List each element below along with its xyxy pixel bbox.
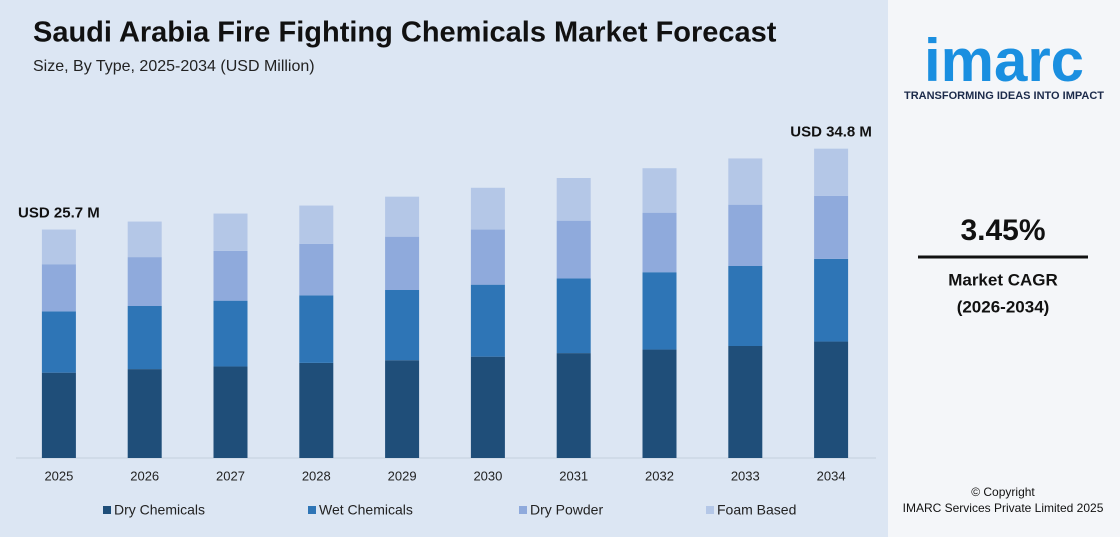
x-tick-label: 2026 (130, 468, 159, 483)
x-tick-label: 2029 (388, 468, 417, 483)
bar-segment (728, 266, 763, 346)
chart-title: Saudi Arabia Fire Fighting Chemicals Mar… (33, 17, 777, 49)
bar-segment (213, 366, 248, 458)
sidebar-background (888, 0, 1120, 537)
bar-segment (814, 148, 849, 196)
tagline: TRANSFORMING IDEAS INTO IMPACT (904, 90, 1104, 102)
bar-segment (556, 353, 591, 458)
x-tick-label: 2025 (44, 468, 73, 483)
cagr-label: Market CAGR (948, 270, 1058, 289)
x-tick-label: 2027 (216, 468, 245, 483)
legend-label: Dry Powder (530, 502, 603, 518)
bar-segment (41, 229, 76, 265)
cagr-period: (2026-2034) (957, 297, 1050, 316)
bar-segment (728, 204, 763, 266)
bar-segment (642, 272, 677, 350)
bar-segment (470, 284, 505, 357)
total-annotation: USD 34.8 M (790, 124, 872, 141)
bar-segment (728, 158, 763, 205)
bar-segment (814, 341, 849, 458)
bar-segment (213, 300, 248, 367)
bar-segment (642, 168, 677, 213)
bar-segment (556, 278, 591, 354)
legend-swatch (706, 506, 714, 514)
bar-segment (385, 360, 420, 458)
chart-subtitle: Size, By Type, 2025-2034 (USD Million) (33, 58, 315, 75)
bar-segment (385, 290, 420, 361)
bar-segment (814, 195, 849, 259)
bar-segment (127, 369, 162, 458)
bar-segment (470, 229, 505, 285)
bar-segment (470, 187, 505, 230)
x-tick-label: 2032 (645, 468, 674, 483)
bar-segment (385, 196, 420, 237)
x-tick-label: 2028 (302, 468, 331, 483)
legend-swatch (308, 506, 316, 514)
bar-segment (41, 311, 76, 373)
bar-segment (213, 250, 248, 301)
company: IMARC Services Private Limited 2025 (903, 501, 1104, 515)
x-tick-label: 2033 (731, 468, 760, 483)
bar-segment (127, 221, 162, 258)
bar-segment (642, 212, 677, 273)
bar-segment (299, 243, 334, 296)
bar-segment (299, 362, 334, 458)
bar-segment (127, 257, 162, 306)
bar-segment (728, 346, 763, 458)
cagr-value: 3.45% (960, 214, 1045, 247)
x-tick-label: 2030 (473, 468, 502, 483)
total-annotation: USD 25.7 M (18, 205, 100, 222)
bar-segment (41, 372, 76, 458)
bar-segment (470, 356, 505, 458)
legend-swatch (519, 506, 527, 514)
copyright: © Copyright (971, 485, 1035, 499)
bar-segment (642, 349, 677, 458)
x-tick-label: 2034 (817, 468, 846, 483)
x-tick-label: 2031 (559, 468, 588, 483)
legend-swatch (103, 506, 111, 514)
legend-label: Wet Chemicals (319, 502, 413, 518)
logo: imarc (924, 27, 1084, 94)
bar-segment (385, 236, 420, 290)
bar-segment (556, 220, 591, 279)
bar-segment (127, 306, 162, 370)
bar-segment (556, 178, 591, 221)
legend-label: Foam Based (717, 502, 796, 518)
legend-label: Dry Chemicals (114, 502, 205, 518)
bar-segment (814, 258, 849, 342)
bar-segment (213, 213, 248, 251)
bar-segment (41, 264, 76, 312)
bar-segment (299, 295, 334, 363)
bar-segment (299, 205, 334, 244)
